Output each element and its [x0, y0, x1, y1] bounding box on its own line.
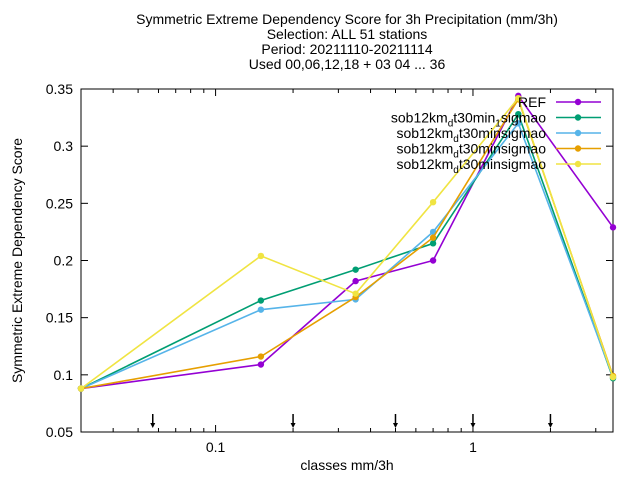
y-tick-label: 0.25: [46, 195, 73, 211]
data-point: [515, 94, 522, 102]
threshold-marker-head: [150, 423, 156, 428]
data-point: [429, 240, 437, 247]
series-line: [80, 94, 614, 390]
threshold-marker-head: [470, 423, 476, 428]
threshold-marker-head: [290, 423, 296, 428]
series-line: [80, 121, 614, 390]
y-tick-label: 0.2: [54, 253, 74, 269]
data-point: [257, 353, 265, 360]
data-point: [609, 373, 617, 381]
series-lines: [77, 92, 617, 392]
legend-swatch-point: [574, 98, 582, 106]
data-point: [257, 297, 265, 304]
title-line: Used 00,06,12,18 + 03 04 ... 36: [249, 56, 446, 72]
y-tick-label: 0.3: [54, 138, 74, 154]
legend-swatch-point: [574, 160, 582, 168]
data-point: [429, 198, 437, 206]
data-point: [257, 361, 265, 368]
data-point: [515, 120, 522, 127]
legend-label: sob12kmdt30minsigmao: [396, 125, 546, 145]
data-point: [77, 385, 85, 392]
data-point: [257, 306, 265, 313]
y-tick-label: 0.05: [46, 424, 73, 440]
legend-label: sob12kmdt30minsigmao: [396, 156, 546, 176]
legend: REFsob12kmdt30min1sigmaosob12kmdt30minsi…: [391, 94, 601, 176]
y-tick-label: 0.1: [54, 367, 74, 383]
threshold-marker-head: [392, 423, 398, 428]
chart-title: Symmetric Extreme Dependency Score for 3…: [136, 11, 558, 72]
y-tick-label: 0.35: [46, 81, 73, 97]
x-tick-label: 0.1: [206, 439, 226, 455]
x-axis: 0.1 1: [80, 89, 597, 455]
data-point: [257, 252, 265, 260]
legend-label: sob12kmdt30min1sigmao: [391, 110, 546, 130]
data-point: [352, 277, 359, 285]
title-line: Period: 20211110-20211114: [261, 41, 432, 57]
legend-swatch-point: [574, 114, 582, 121]
data-point: [429, 257, 437, 264]
data-point: [609, 224, 617, 231]
legend-swatch-point: [574, 129, 582, 137]
y-axis-label: Symmetric Extreme Dependency Score: [9, 138, 25, 383]
data-point: [429, 234, 437, 241]
series-line: [80, 112, 614, 390]
y-axis: 0.05 0.1 0.15 0.2 0.25 0.3 0.35: [46, 81, 613, 440]
x-tick-label: 1: [469, 439, 477, 455]
threshold-markers: [150, 414, 553, 428]
title-line: Selection: ALL 51 stations: [267, 26, 428, 42]
y-tick-label: 0.15: [46, 310, 73, 326]
series-line: [80, 96, 614, 390]
threshold-marker-head: [547, 423, 553, 428]
data-point: [352, 266, 359, 273]
x-axis-label: classes mm/3h: [300, 457, 393, 473]
data-point: [352, 290, 359, 297]
legend-label: sob12kmdt30minsigmao: [396, 141, 546, 161]
legend-label: REF: [518, 94, 546, 110]
legend-swatch-point: [574, 145, 582, 152]
title-line: Symmetric Extreme Dependency Score for 3…: [136, 11, 558, 27]
data-point: [515, 110, 522, 118]
